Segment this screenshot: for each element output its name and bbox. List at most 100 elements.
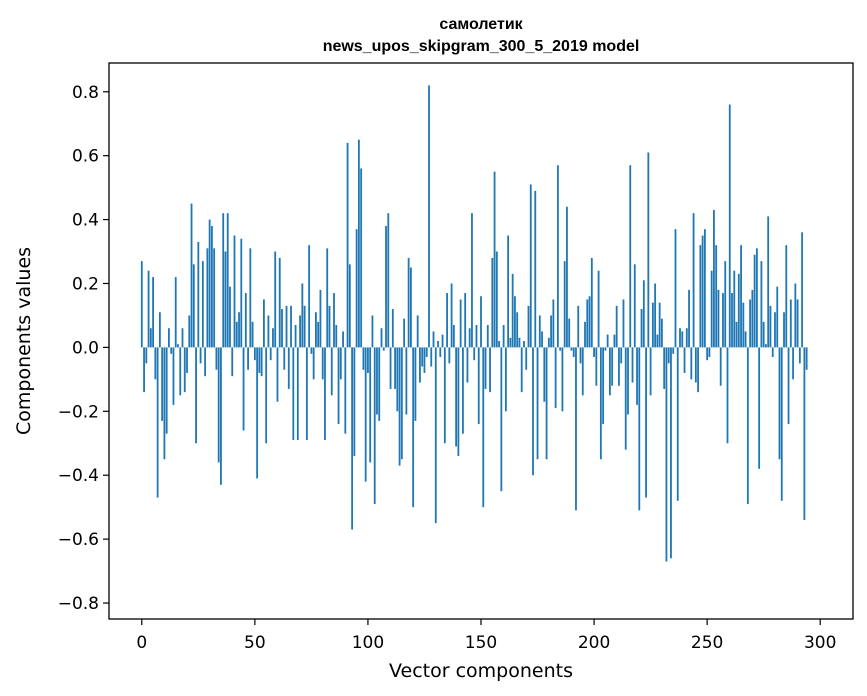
bar-component-173	[532, 347, 534, 476]
bar-component-60	[276, 347, 279, 402]
bar-component-166	[516, 312, 519, 348]
bar-component-7	[156, 347, 159, 498]
bar-component-205	[604, 347, 607, 351]
bar-component-148	[475, 325, 478, 348]
bar-component-200	[593, 347, 595, 357]
bar-component-290	[796, 299, 799, 348]
bar-component-76	[312, 347, 315, 380]
plot-frame	[108, 62, 854, 620]
bar-component-189	[568, 318, 571, 348]
bar-component-162	[507, 235, 510, 348]
bar-component-89	[342, 331, 344, 348]
bar-component-24	[195, 347, 197, 444]
bar-component-18	[181, 328, 184, 348]
bar-component-150	[480, 296, 482, 348]
bar-component-6	[154, 347, 157, 380]
bar-component-145	[468, 328, 471, 348]
bar-component-208	[611, 347, 614, 386]
bar-component-244	[692, 213, 695, 348]
bar-component-119	[409, 267, 412, 348]
bar-component-249	[703, 229, 706, 348]
bar-component-71	[301, 283, 304, 348]
bar-component-154	[489, 347, 491, 393]
bar-component-115	[400, 347, 403, 460]
bar-component-101	[369, 347, 372, 463]
bar-series	[140, 85, 808, 562]
bar-component-164	[511, 273, 514, 348]
bar-component-130	[434, 347, 437, 524]
bar-component-292	[801, 232, 804, 348]
bar-component-185	[559, 347, 562, 351]
bar-component-12	[168, 328, 170, 348]
bar-component-35	[220, 347, 222, 485]
bar-component-136	[448, 347, 451, 364]
bar-component-159	[500, 347, 503, 492]
bar-component-156	[493, 171, 496, 348]
bar-component-226	[651, 302, 654, 348]
bar-component-29	[206, 248, 209, 348]
bar-component-199	[590, 257, 593, 348]
bar-component-198	[588, 296, 591, 348]
bar-component-41	[233, 235, 236, 348]
bar-component-135	[446, 293, 448, 348]
bar-component-241	[685, 328, 688, 348]
bar-component-280	[774, 312, 776, 348]
x-tick-label: 250	[691, 633, 723, 653]
bar-component-289	[794, 283, 797, 348]
bar-component-42	[235, 321, 238, 348]
bar-component-263	[735, 321, 738, 348]
bar-component-85	[333, 293, 335, 348]
bar-component-83	[328, 305, 331, 348]
bar-component-107	[382, 347, 385, 351]
bar-component-282	[778, 347, 781, 460]
bar-component-180	[547, 337, 550, 348]
bar-component-281	[776, 286, 779, 348]
bar-component-98	[362, 347, 365, 370]
bar-component-209	[613, 334, 616, 348]
x-axis-ticks: 0 50 100 150 200 250 300	[136, 619, 836, 653]
bar-component-191	[572, 347, 575, 357]
bar-component-251	[708, 347, 711, 357]
x-tick-label: 100	[352, 633, 384, 653]
bar-component-269	[749, 299, 752, 348]
bar-component-190	[570, 347, 573, 351]
bar-component-53	[260, 347, 263, 377]
bar-component-169	[523, 341, 525, 348]
bar-component-106	[380, 328, 383, 348]
bar-component-258	[724, 261, 727, 348]
bar-component-13	[170, 347, 173, 354]
bar-component-207	[609, 347, 611, 396]
bar-component-210	[615, 305, 618, 348]
bar-component-195	[581, 347, 584, 396]
bar-component-100	[367, 347, 369, 373]
bar-component-220	[638, 347, 641, 511]
bar-component-143	[464, 293, 467, 348]
bar-component-178	[543, 347, 546, 402]
bar-component-217	[631, 347, 634, 383]
bar-component-172	[529, 184, 532, 348]
bar-component-1	[143, 347, 145, 393]
y-tick-label: 0.4	[72, 211, 99, 231]
bar-component-19	[183, 347, 186, 393]
bar-component-167	[518, 337, 521, 348]
bar-component-294	[805, 347, 808, 370]
bar-component-14	[172, 347, 175, 405]
bar-component-67	[292, 347, 295, 441]
bar-component-82	[326, 248, 329, 348]
bar-component-70	[299, 315, 301, 348]
bar-component-74	[308, 245, 311, 348]
bar-component-28	[204, 347, 207, 377]
bar-component-21	[188, 315, 191, 348]
y-tick-label: 0.8	[72, 83, 99, 103]
bar-component-177	[541, 331, 543, 348]
bar-component-23	[192, 264, 195, 348]
bar-component-140	[457, 347, 460, 457]
bar-component-225	[649, 347, 652, 396]
bar-component-250	[706, 347, 709, 361]
bar-component-48	[249, 248, 252, 348]
bar-component-64	[285, 305, 288, 348]
bar-component-235	[672, 347, 675, 354]
bar-component-158	[498, 341, 500, 348]
bar-component-270	[751, 289, 754, 348]
